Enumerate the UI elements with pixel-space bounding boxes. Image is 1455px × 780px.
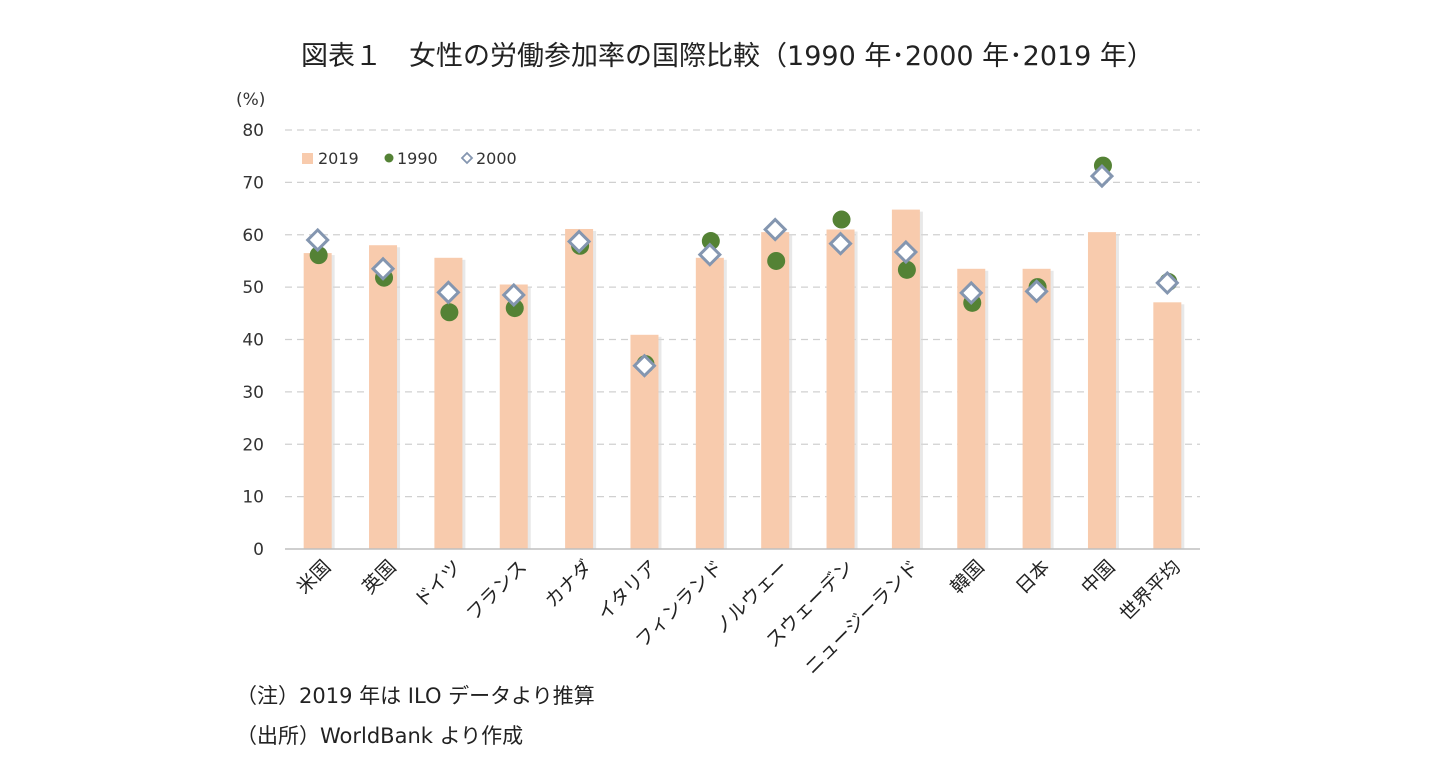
legend: 2019 1990 2000 (302, 149, 517, 168)
bar-2019 (695, 257, 724, 549)
y-tick-label: 60 (242, 226, 264, 246)
category-label: 韓国 (946, 556, 988, 598)
bar-2019 (565, 228, 594, 549)
dot-1990 (701, 232, 720, 251)
diamond-2000 (1024, 279, 1049, 304)
category-label: ドイツ (410, 556, 466, 612)
note-estimate: （注）2019 年は ILO データより推算 (236, 684, 595, 708)
diamond-2000 (828, 231, 853, 256)
bar-2019 (761, 232, 790, 549)
legend-swatch-2000 (460, 151, 474, 165)
grid-lines (285, 129, 1200, 498)
dot-1990 (897, 260, 916, 279)
diamond-2000 (632, 353, 657, 378)
diamond-2000 (697, 242, 722, 267)
category-label: 英国 (358, 556, 400, 598)
category-label: カナダ (541, 556, 597, 612)
category-label: 日本 (1012, 556, 1054, 598)
y-axis-label: (%) (236, 90, 265, 110)
y-tick-label: 70 (242, 173, 264, 193)
diamond-2000 (501, 282, 526, 308)
dot-1990 (309, 246, 328, 265)
bar-2019 (1022, 268, 1051, 549)
category-label: ニュージーランド (801, 556, 924, 679)
category-label: 米国 (293, 556, 335, 598)
y-tick-labels: 0 10 20 30 40 50 60 70 80 (242, 121, 264, 560)
y-tick-label: 40 (242, 331, 264, 351)
legend-label-2019: 2019 (318, 149, 359, 168)
diamond-series (305, 163, 1180, 378)
diamond-2000 (1155, 270, 1180, 296)
category-label: 世界平均 (1116, 556, 1185, 625)
bar-series (303, 209, 1185, 550)
y-tick-label: 50 (242, 278, 264, 298)
note-source: （出所）WorldBank より作成 (236, 724, 524, 748)
legend-swatch-1990 (384, 153, 394, 163)
bar-2019 (303, 253, 332, 550)
y-tick-label: 20 (242, 435, 264, 455)
diamond-2000 (566, 229, 592, 254)
y-tick-label: 30 (242, 383, 264, 403)
legend-label-2000: 2000 (476, 149, 517, 168)
bar-2019 (826, 229, 855, 549)
bar-2019 (499, 284, 528, 549)
bar-2019 (957, 268, 986, 549)
dot-1990 (832, 210, 851, 229)
diamond-2000 (893, 239, 919, 265)
legend-swatch-2019 (302, 153, 313, 164)
y-tick-label: 80 (242, 121, 264, 141)
category-label: イタリア (593, 556, 662, 625)
legend-label-1990: 1990 (397, 149, 438, 168)
category-label: 中国 (1077, 556, 1119, 598)
diamond-2000 (436, 280, 461, 305)
diamond-2000 (370, 256, 396, 281)
dot-1990 (440, 303, 459, 322)
bar-2019 (369, 245, 398, 549)
dot-1990 (767, 251, 786, 270)
bar-2019 (1087, 232, 1116, 549)
bar-2019 (1153, 302, 1182, 549)
diamond-2000 (1089, 163, 1115, 189)
diamond-2000 (763, 217, 788, 242)
diamond-2000 (959, 280, 984, 306)
diamond-2000 (305, 227, 330, 253)
chart-title: 図表１ 女性の労働参加率の国際比較（1990 年･2000 年･2019 年） (301, 41, 1154, 72)
y-tick-label: 0 (253, 540, 264, 560)
y-tick-label: 10 (242, 488, 264, 508)
category-label: フランス (462, 556, 531, 625)
